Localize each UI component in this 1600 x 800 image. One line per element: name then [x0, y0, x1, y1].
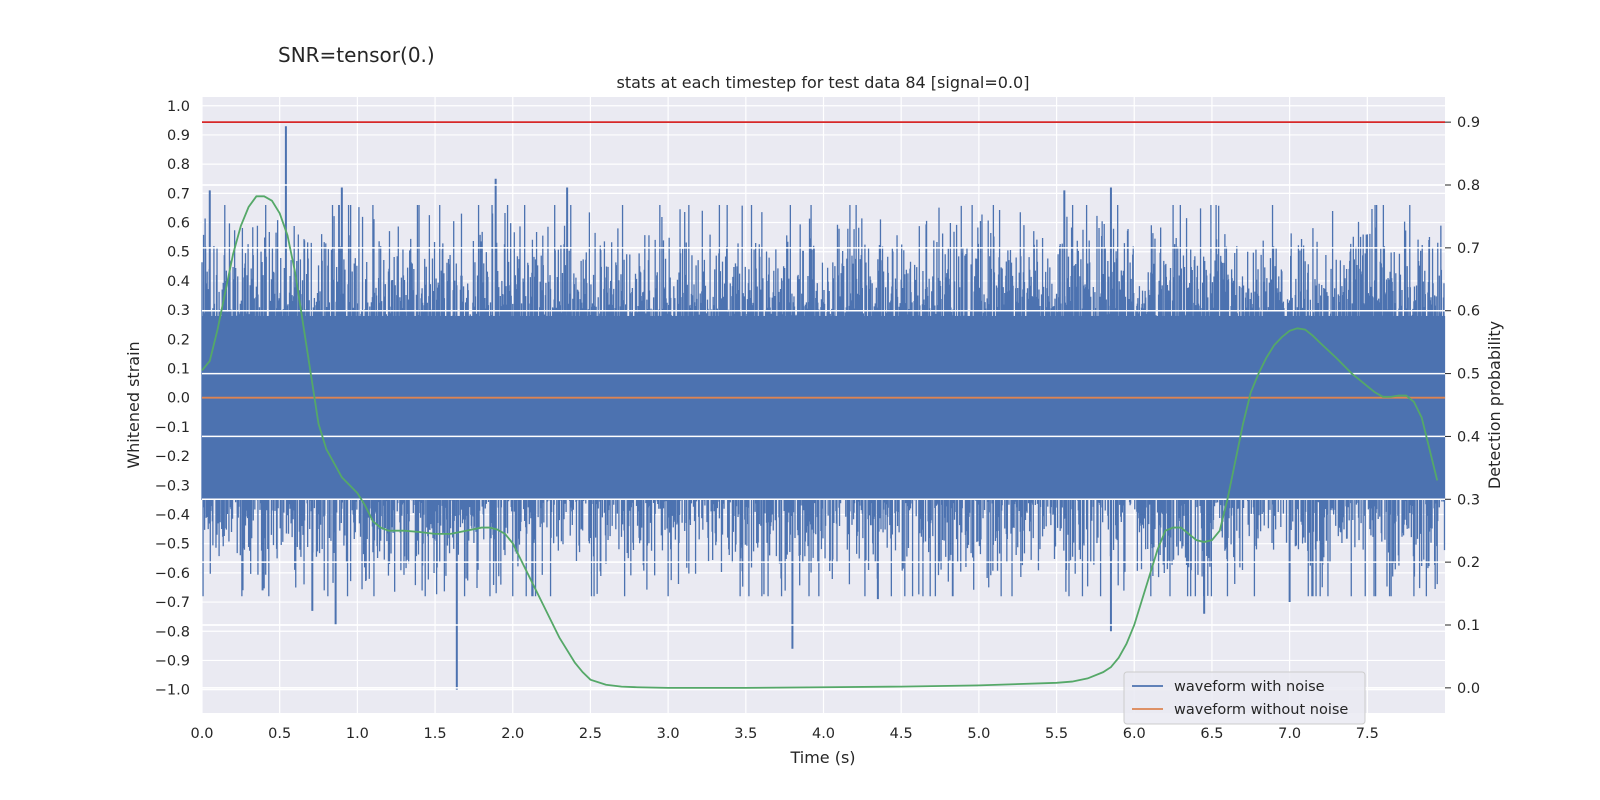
right-tick-label: 0.2 — [1457, 555, 1480, 571]
y-tick-label: 0.7 — [167, 186, 190, 202]
noise-core — [202, 315, 1445, 500]
y-tick-label: 0.0 — [167, 391, 190, 407]
series-detection-probability — [201, 195, 1439, 689]
y-tick-label: −0.7 — [155, 595, 190, 611]
right-axis-label: Detection probability — [1485, 321, 1504, 489]
y-tick-label: −0.8 — [155, 624, 190, 640]
right-axis-ticks: 0.9 0.8 0.7 0.6 0.5 0.4 0.3 0.2 0.1 0.0 — [1445, 115, 1480, 697]
x-tick-label: 1.5 — [424, 726, 447, 742]
y-tick-label: 0.3 — [167, 303, 190, 319]
x-axis-ticks: 0.0 0.5 1.0 1.5 2.0 2.5 3.0 3.5 4.0 4.5 5.0 5.5 6.0 6… — [190, 726, 1378, 742]
x-tick-label: 4.5 — [890, 726, 913, 742]
y-tick-label: 0.8 — [167, 157, 190, 173]
x-tick-label: 0.5 — [268, 726, 291, 742]
y-tick-label: −0.9 — [155, 653, 190, 669]
right-tick-label: 0.0 — [1457, 681, 1480, 697]
x-tick-label: 1.0 — [346, 726, 369, 742]
legend: waveform with noise waveform without noi… — [1123, 671, 1366, 725]
y-tick-label: −1.0 — [155, 683, 190, 699]
legend-label-clean: waveform without noise — [1174, 702, 1348, 718]
right-tick-label: 0.6 — [1457, 304, 1480, 320]
x-tick-label: 2.0 — [501, 726, 524, 742]
x-tick-label: 3.5 — [734, 726, 757, 742]
right-tick-label: 0.4 — [1457, 429, 1480, 445]
x-tick-label: 3.0 — [657, 726, 680, 742]
y-tick-label: −0.6 — [155, 566, 190, 582]
right-tick-label: 0.1 — [1457, 618, 1480, 634]
x-tick-label: 6.0 — [1123, 726, 1146, 742]
x-tick-label: 2.5 — [579, 726, 602, 742]
right-tick-label: 0.3 — [1457, 492, 1480, 508]
y-tick-label: −0.1 — [155, 420, 190, 436]
x-tick-label: 5.0 — [967, 726, 990, 742]
x-tick-label: 0.0 — [190, 726, 213, 742]
y-tick-label: −0.2 — [155, 449, 190, 465]
y-tick-label: 0.4 — [167, 274, 190, 290]
y-tick-label: 0.2 — [167, 332, 190, 348]
y-tick-label: 0.5 — [167, 245, 190, 261]
right-tick-label: 0.9 — [1457, 115, 1480, 131]
y-tick-label: 0.1 — [167, 362, 190, 378]
series-waveform-with-noise — [201, 121, 1446, 690]
y-tick-label: 0.9 — [167, 128, 190, 144]
y-tick-label: 0.6 — [167, 216, 190, 232]
figure-suptitle: SNR=tensor(0.) — [278, 43, 435, 67]
x-tick-label: 5.5 — [1045, 726, 1068, 742]
legend-label-noise: waveform with noise — [1174, 679, 1325, 695]
x-tick-label: 7.5 — [1356, 726, 1379, 742]
y-tick-label: −0.4 — [155, 507, 190, 523]
x-axis-label: Time (s) — [789, 748, 855, 767]
right-tick-label: 0.8 — [1457, 178, 1480, 194]
y-axis-label: Whitened strain — [124, 341, 143, 468]
x-tick-label: 4.0 — [812, 726, 835, 742]
x-tick-label: 6.5 — [1200, 726, 1223, 742]
y-tick-label: 1.0 — [167, 99, 190, 115]
legend-box — [1123, 671, 1366, 725]
y-axis-ticks: 1.0 0.9 0.8 0.7 0.6 0.5 0.4 0.3 0.2 0.1 0.0 −0.1 −0.… — [155, 99, 190, 699]
y-tick-label: −0.3 — [155, 478, 190, 494]
y-tick-label: −0.5 — [155, 537, 190, 553]
right-tick-label: 0.7 — [1457, 241, 1480, 257]
chart-title: stats at each timestep for test data 84 … — [617, 73, 1030, 92]
x-tick-label: 7.0 — [1278, 726, 1301, 742]
right-tick-label: 0.5 — [1457, 367, 1480, 383]
